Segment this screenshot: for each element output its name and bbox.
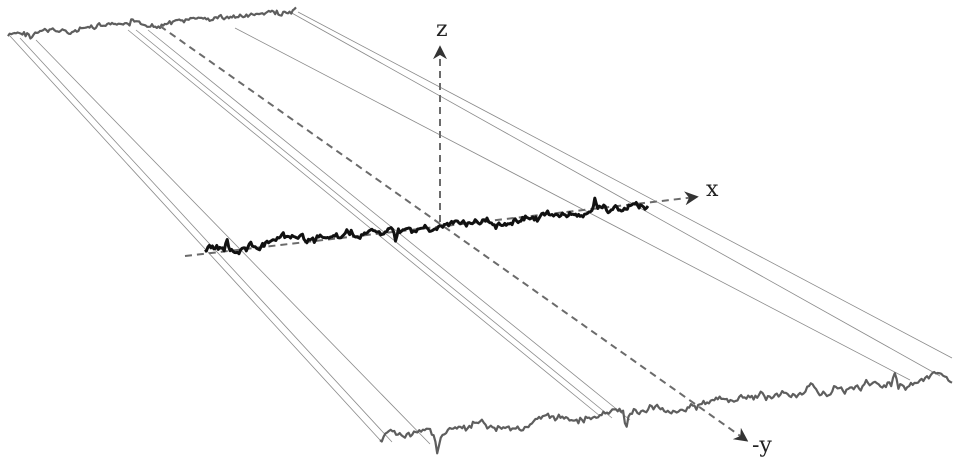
guide-line bbox=[290, 12, 940, 376]
guide-line bbox=[148, 30, 630, 420]
guide-line bbox=[298, 12, 952, 358]
guide-line bbox=[235, 28, 910, 380]
guide-line bbox=[128, 30, 600, 416]
guide-line bbox=[36, 40, 430, 444]
guide-line bbox=[20, 38, 392, 442]
coordinate-axes bbox=[160, 26, 746, 440]
projected-profile-front bbox=[380, 372, 952, 453]
x-axis-label: x bbox=[706, 177, 719, 202]
y-axis bbox=[160, 26, 746, 440]
z-axis-label: z bbox=[436, 17, 448, 42]
y-axis-label: -y bbox=[752, 433, 772, 458]
guide-line bbox=[136, 30, 612, 418]
projected-profile-back bbox=[8, 7, 296, 38]
projection-guide-lines bbox=[10, 12, 952, 444]
